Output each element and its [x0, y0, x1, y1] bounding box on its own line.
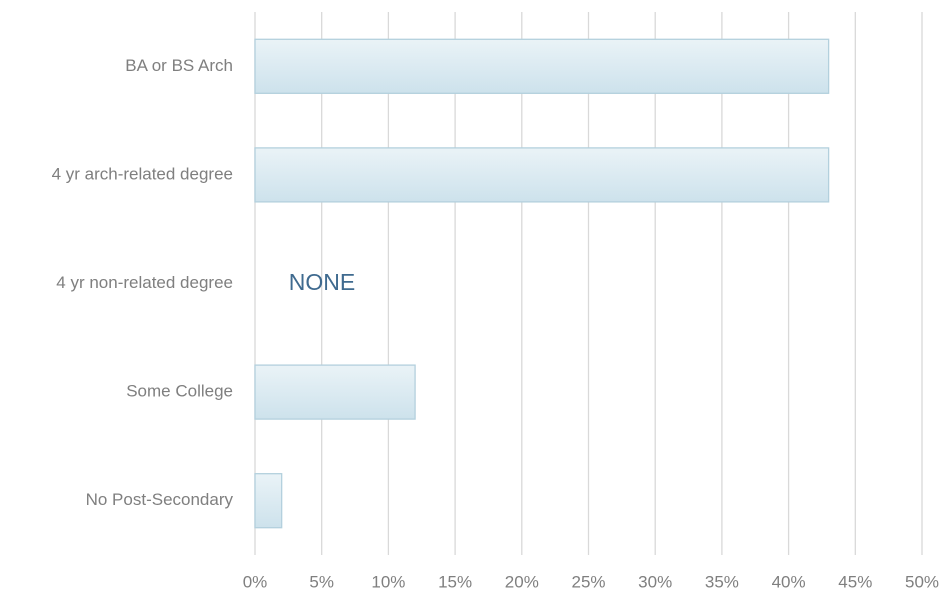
labels: 0% 5% 10% 15% 20% 25% 30% 35% 40% 45% 50% BA or BS … — [52, 56, 939, 592]
bars — [254, 38, 830, 529]
x-tick-label: 40% — [772, 572, 806, 591]
grid — [254, 12, 923, 555]
bar — [254, 147, 830, 203]
y-tick-label: 4 yr non-related degree — [56, 273, 233, 292]
bar — [254, 473, 283, 529]
x-tick-label: 15% — [438, 572, 472, 591]
bar — [254, 38, 830, 94]
x-tick-label: 45% — [838, 572, 872, 591]
x-tick-label: 0% — [243, 572, 268, 591]
bar — [254, 364, 416, 420]
x-tick-label: 35% — [705, 572, 739, 591]
y-tick-label: 4 yr arch-related degree — [52, 164, 233, 183]
x-tick-label: 5% — [309, 572, 334, 591]
x-tick-label: 20% — [505, 572, 539, 591]
y-tick-label: BA or BS Arch — [125, 56, 233, 75]
x-tick-label: 30% — [638, 572, 672, 591]
x-tick-label: 10% — [371, 572, 405, 591]
annotation: NONE — [289, 269, 355, 295]
x-tick-label: 25% — [571, 572, 605, 591]
y-tick-label: Some College — [126, 382, 233, 401]
x-tick-label: 50% — [905, 572, 939, 591]
y-tick-label: No Post-Secondary — [86, 490, 234, 509]
